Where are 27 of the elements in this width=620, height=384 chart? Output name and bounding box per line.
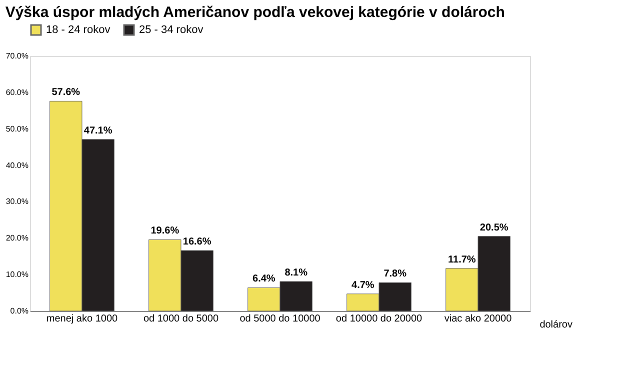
data-label: 57.6% [52, 87, 80, 98]
y-tick-label: 70.0% [6, 52, 28, 60]
x-axis-title: dolárov [540, 320, 572, 330]
x-tick-label: od 5000 do 10000 [240, 314, 321, 324]
data-label: 47.1% [84, 125, 112, 136]
x-tick-label: viac ako 20000 [444, 314, 512, 324]
chart-title: Výška úspor mladých Američanov podľa vekovej kategórie v dolároch [5, 4, 505, 21]
data-label: 7.8% [384, 268, 407, 280]
legend-label: 25 - 34 rokov [139, 24, 204, 36]
y-tick-label: 10.0% [6, 270, 28, 280]
data-label: 20.5% [480, 222, 508, 234]
x-tick-label: od 10000 do 20000 [336, 314, 423, 324]
legend-label: 18 - 24 rokov [46, 24, 111, 36]
x-tick-label: od 1000 do 5000 [143, 314, 219, 324]
x-tick-label: menej ako 1000 [46, 314, 118, 324]
data-label: 8.1% [284, 267, 308, 278]
y-tick-label: 60.0% [6, 88, 28, 97]
y-tick-label: 0.0% [10, 306, 28, 316]
y-tick-label: 50.0% [6, 124, 28, 134]
y-tick-label: 30.0% [6, 197, 28, 206]
data-label: 16.6% [182, 236, 212, 248]
y-tick-label: 40.0% [6, 160, 28, 170]
data-label: 11.7% [448, 254, 476, 266]
data-label: 4.7% [352, 280, 374, 291]
y-tick-label: 20.0% [6, 234, 28, 243]
data-label: 6.4% [252, 274, 276, 285]
data-label: 19.6% [150, 226, 180, 237]
